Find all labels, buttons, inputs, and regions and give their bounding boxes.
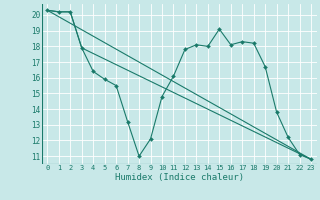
X-axis label: Humidex (Indice chaleur): Humidex (Indice chaleur) [115, 173, 244, 182]
